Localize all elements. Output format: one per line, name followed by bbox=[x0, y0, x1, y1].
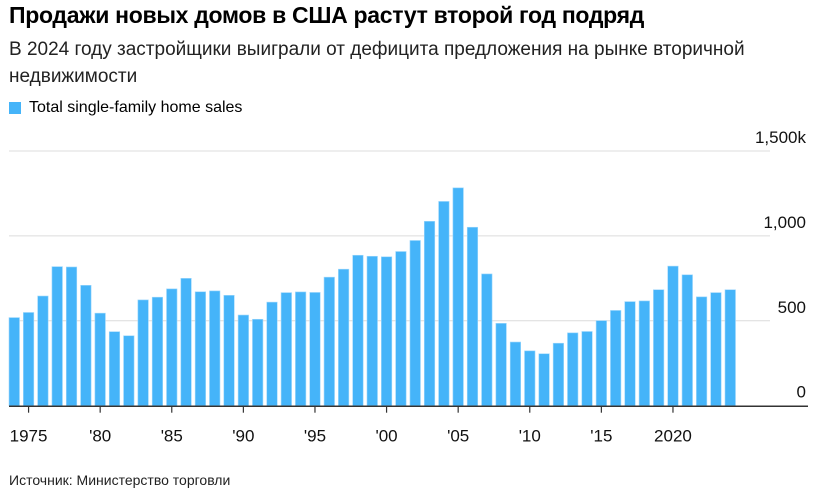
bar bbox=[252, 318, 264, 406]
bar bbox=[151, 296, 163, 407]
bar bbox=[438, 201, 450, 406]
bar bbox=[395, 251, 407, 407]
bar bbox=[8, 317, 20, 406]
source-note: Источник: Министерство торговли bbox=[9, 472, 231, 488]
bar bbox=[94, 312, 106, 406]
bar bbox=[23, 312, 35, 406]
bar bbox=[481, 273, 493, 407]
x-tick-label: '80 bbox=[89, 427, 111, 446]
bar bbox=[209, 290, 221, 406]
x-tick-label: 2020 bbox=[654, 427, 692, 446]
bar bbox=[352, 254, 364, 406]
bar bbox=[524, 350, 536, 407]
bar bbox=[653, 289, 665, 406]
bar bbox=[309, 292, 321, 406]
x-tick-label: '00 bbox=[375, 427, 397, 446]
bar bbox=[338, 268, 350, 406]
bar bbox=[223, 295, 235, 406]
x-tick-label: '05 bbox=[447, 427, 469, 446]
bar bbox=[667, 265, 679, 406]
bar bbox=[37, 295, 49, 406]
bar bbox=[137, 299, 149, 407]
bar bbox=[423, 220, 436, 406]
bar bbox=[538, 353, 550, 407]
bar bbox=[552, 342, 564, 406]
bar bbox=[108, 331, 121, 407]
y-tick-label: 1,000 bbox=[763, 213, 806, 232]
bar bbox=[381, 256, 393, 406]
bar bbox=[710, 292, 722, 406]
bar bbox=[681, 274, 693, 407]
x-tick-label: '85 bbox=[161, 427, 183, 446]
legend-label: Total single-family home sales bbox=[29, 99, 243, 116]
bar bbox=[180, 278, 192, 407]
bar bbox=[409, 240, 421, 406]
x-tick-label: 1975 bbox=[10, 427, 48, 446]
bar bbox=[366, 255, 378, 406]
bar bbox=[610, 310, 622, 406]
bar bbox=[323, 276, 335, 407]
chart-subtitle: В 2024 году застройщики выиграли от дефи… bbox=[9, 39, 745, 87]
x-tick-label: '15 bbox=[590, 427, 612, 446]
bar-chart: 0 500 1,000 1,500k 1975 '80 '85 '90 '95 '00 '05 '10… bbox=[8, 128, 808, 446]
y-tick-label: 0 bbox=[797, 383, 806, 402]
bar bbox=[466, 226, 479, 406]
x-tick-label: '10 bbox=[519, 427, 541, 446]
bar bbox=[51, 266, 63, 406]
bar bbox=[581, 331, 593, 407]
bar bbox=[567, 332, 579, 407]
bar bbox=[595, 320, 607, 406]
bar bbox=[509, 341, 522, 406]
bar bbox=[724, 289, 736, 406]
bar bbox=[452, 187, 464, 406]
bar bbox=[624, 301, 636, 407]
bar bbox=[123, 335, 135, 407]
bar bbox=[638, 300, 650, 407]
legend: Total single-family home sales bbox=[9, 99, 242, 117]
y-tick-label: 1,500k bbox=[755, 128, 807, 147]
bar bbox=[280, 292, 292, 406]
y-tick-label: 500 bbox=[778, 298, 806, 317]
bar bbox=[696, 296, 708, 406]
bar bbox=[166, 288, 178, 406]
x-tick-label: '90 bbox=[232, 427, 254, 446]
bar bbox=[65, 266, 78, 406]
bar bbox=[80, 285, 92, 406]
bar bbox=[266, 301, 278, 407]
chart-title: Продажи новых домов в США растут второй … bbox=[9, 2, 645, 28]
bar bbox=[237, 314, 249, 406]
bar bbox=[194, 291, 206, 406]
x-tick-label: '95 bbox=[304, 427, 326, 446]
bar bbox=[495, 323, 507, 406]
bar bbox=[295, 291, 307, 406]
legend-swatch bbox=[9, 102, 21, 114]
